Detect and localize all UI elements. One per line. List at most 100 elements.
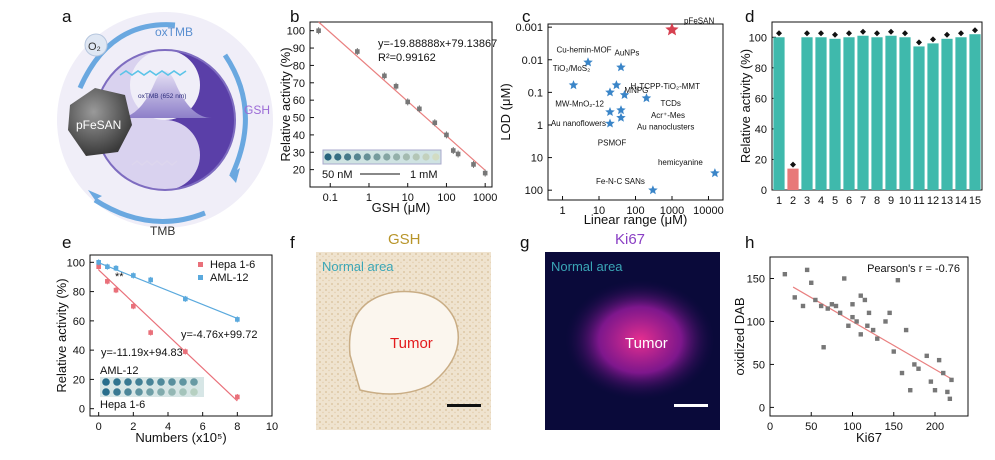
plot-frame — [89, 254, 273, 417]
y-tick-label: 60 — [73, 316, 85, 328]
bar — [843, 37, 855, 190]
data-point — [928, 379, 934, 384]
x-tick-label: 9 — [888, 195, 894, 207]
point-label: MW-MnO₂-12 — [555, 99, 604, 108]
data-point — [96, 264, 101, 270]
fit-equation: y=-4.76x+99.72 — [181, 329, 257, 341]
data-point — [854, 319, 859, 324]
y-tick-label: 100 — [525, 185, 543, 197]
panel-b: b 0.1 1 10 100 1000 20 30 40 50 60 70 80 90 100 y=-19.8… — [278, 7, 497, 215]
well — [135, 388, 143, 396]
oxtmb-molecule — [119, 70, 187, 76]
x-tick-label: 8 — [874, 195, 880, 207]
x-tick-label: 2 — [130, 421, 136, 433]
star-point — [568, 80, 579, 90]
data-point — [131, 303, 136, 309]
y-tick-label: 80 — [73, 287, 85, 299]
legend-marker — [198, 262, 203, 267]
data-point — [113, 265, 119, 271]
point-label: pFeSAN — [684, 17, 714, 26]
data-point — [432, 120, 438, 126]
data-point — [131, 273, 136, 278]
nanozyme-label: pFeSAN — [76, 118, 121, 132]
chart-panels: b0.1 1 10 100 10002030405060708090100y=-19.8… — [54, 7, 983, 445]
x-tick-label: 50 — [805, 421, 817, 433]
x-tick-label: 10 — [402, 192, 414, 204]
x-tick-label: 6 — [200, 421, 206, 433]
y-tick-label: 90 — [293, 43, 305, 55]
tmb-molecule — [131, 160, 178, 166]
y-tick-label: 40 — [73, 345, 85, 357]
bar — [815, 37, 827, 190]
data-point — [875, 336, 880, 341]
panel-label-e: e — [62, 233, 71, 252]
well-strip — [322, 149, 442, 165]
data-point — [903, 327, 909, 333]
x-axis-title: Ki67 — [856, 430, 882, 445]
x-tick-label: 13 — [941, 195, 953, 207]
x-tick-label: 1 — [776, 195, 782, 207]
x-tick-label: 4 — [165, 421, 171, 433]
x-tick-label: 8 — [234, 421, 240, 433]
legend-marker — [198, 275, 203, 280]
point-label: Fe-N-C SANs — [596, 177, 645, 186]
panel-label-d: d — [745, 7, 754, 26]
data-point — [405, 99, 411, 105]
star-point — [619, 90, 630, 99]
y-tick-label: 0.001 — [515, 22, 543, 34]
data-point — [316, 28, 321, 33]
well — [179, 378, 187, 386]
well — [393, 153, 401, 161]
point-label: H₂TCPP-TiO₂-MMT — [631, 82, 701, 91]
star-point — [641, 93, 652, 103]
tumor-label: Tumor — [390, 335, 433, 352]
data-point — [866, 310, 872, 316]
point-label: TiO₂/MoS₂ — [553, 64, 590, 73]
bar-marker — [916, 39, 922, 46]
bar-marker — [790, 161, 796, 168]
cycle-yin-light — [95, 50, 200, 190]
data-point — [899, 370, 905, 376]
well — [402, 153, 410, 161]
data-point — [858, 332, 863, 337]
bar — [955, 37, 967, 190]
data-point — [862, 297, 868, 303]
y-tick-label: 100 — [749, 32, 767, 44]
data-point — [96, 260, 101, 265]
x-tick-label: 10 — [266, 421, 278, 433]
tumor-glow — [565, 280, 715, 400]
data-point — [393, 83, 399, 89]
well — [179, 388, 187, 396]
data-point — [113, 287, 119, 293]
data-point — [829, 302, 835, 307]
panel-label-b: b — [290, 7, 299, 26]
data-point — [813, 297, 818, 303]
x-tick-label: 15 — [969, 195, 981, 207]
star-point — [583, 57, 593, 67]
bar — [829, 38, 841, 190]
bar-marker — [944, 31, 950, 38]
x-tick-label: 200 — [926, 421, 944, 433]
tmb-label: TMB — [150, 224, 175, 238]
panel-label-h: h — [745, 233, 754, 252]
data-point — [355, 49, 360, 54]
panel-g: g Ki67 Normal area Tumor — [520, 231, 720, 430]
data-point — [945, 389, 950, 395]
data-point — [941, 370, 946, 376]
strip-top-label: AML-12 — [100, 365, 139, 377]
fit-line — [318, 21, 486, 171]
point-label: Acr⁺-Mes — [651, 111, 685, 120]
well — [412, 153, 420, 161]
well — [146, 378, 154, 386]
panel-a: a oxTMB (652 nm) O₂ oxTMB GSH TMB pFeSAN — [57, 7, 273, 238]
data-point — [825, 306, 830, 311]
y-tick-label: 30 — [293, 147, 305, 159]
y-tick-label: 50 — [293, 113, 305, 125]
star-point — [616, 112, 626, 122]
bar — [801, 37, 813, 190]
data-point — [883, 319, 888, 324]
bar-marker — [972, 27, 978, 34]
x-tick-label: 6 — [846, 195, 852, 207]
star-point — [605, 118, 615, 128]
tumor-region — [348, 290, 460, 395]
